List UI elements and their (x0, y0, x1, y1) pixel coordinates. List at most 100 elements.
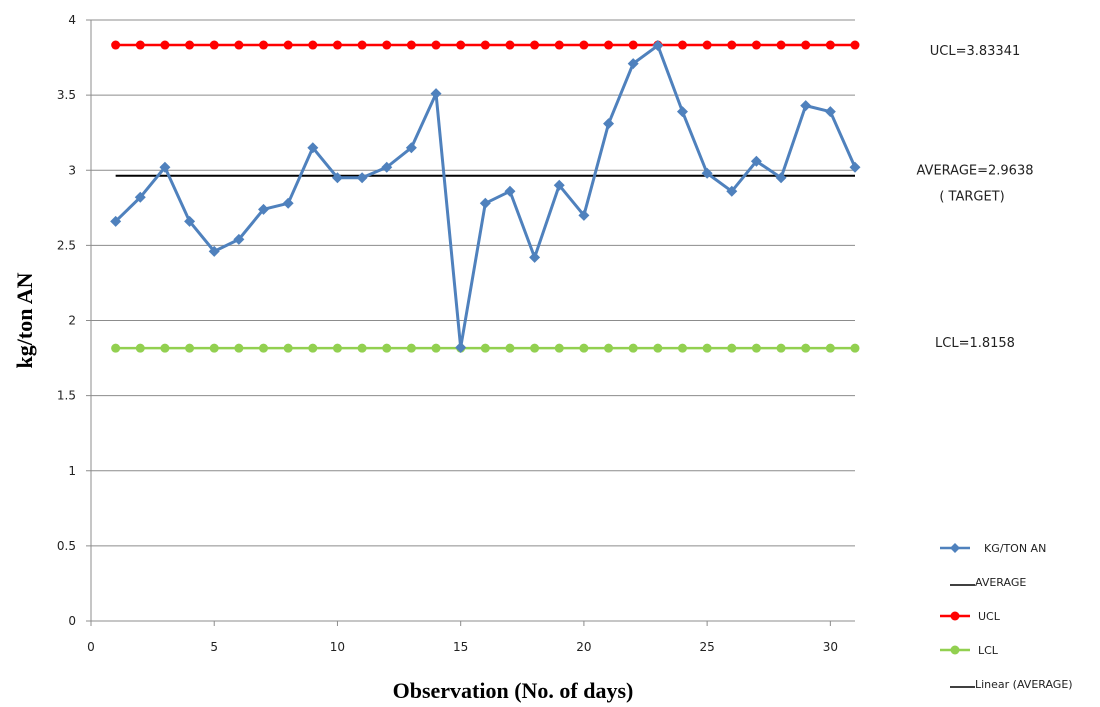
data-point (529, 251, 541, 263)
data-point (652, 40, 664, 52)
data-point (850, 40, 860, 50)
data-point (405, 142, 417, 154)
data-point (209, 40, 219, 50)
gridlines (91, 19, 855, 547)
data-point (480, 343, 490, 353)
data-point (308, 343, 318, 353)
data-point (554, 40, 564, 50)
data-point (111, 40, 121, 50)
x-axis-title: Observation (No. of days) (393, 678, 634, 703)
series-line-kg-ton-an (114, 44, 857, 350)
legend-item-ucl: UCL (940, 610, 1001, 623)
data-point (209, 343, 219, 353)
x-tick-label: 30 (823, 640, 838, 654)
data-point (356, 172, 368, 184)
series-kg-ton-an (110, 40, 861, 354)
data-point (258, 203, 270, 215)
legend-label: Linear (AVERAGE) (975, 678, 1073, 691)
ucl-annotation: UCL=3.83341 (930, 44, 1021, 59)
legend-item-kg-ton-an: KG/TON AN (940, 542, 1046, 555)
data-point (677, 343, 687, 353)
series-layer (110, 40, 861, 354)
data-point (185, 40, 195, 50)
data-point (604, 343, 614, 353)
data-point (234, 40, 244, 50)
data-point (776, 40, 786, 50)
data-point (331, 172, 343, 184)
x-tick-label: 15 (453, 640, 468, 654)
legend-label: AVERAGE (975, 576, 1026, 589)
legend-label: KG/TON AN (984, 542, 1046, 555)
data-point (579, 40, 589, 50)
series-ucl (111, 40, 860, 50)
data-point (357, 343, 367, 353)
data-point (702, 40, 712, 50)
data-point (849, 161, 861, 173)
data-point (332, 40, 342, 50)
y-tick-label: 2 (68, 314, 76, 328)
data-point (850, 343, 860, 353)
data-point (578, 209, 590, 221)
data-point (801, 40, 811, 50)
x-tick-labels: 0 5 10 15 20 25 30 (87, 640, 838, 654)
data-point (825, 343, 835, 353)
data-point (726, 185, 738, 197)
data-point (307, 142, 319, 154)
data-point (824, 106, 836, 118)
data-point (160, 40, 170, 50)
x-tick-label: 20 (576, 640, 591, 654)
legend-label: UCL (978, 610, 1001, 623)
data-point (283, 40, 293, 50)
data-point (382, 40, 392, 50)
data-point (259, 343, 269, 353)
data-point (676, 106, 688, 118)
y-tick-label: 3.5 (57, 88, 76, 102)
data-point (259, 40, 269, 50)
data-point (159, 161, 171, 173)
data-point (800, 100, 812, 112)
y-tick-label: 0.5 (57, 539, 76, 553)
legend-item-linear-average: Linear (AVERAGE) (950, 678, 1073, 691)
data-point (701, 167, 713, 179)
series-lcl (111, 343, 860, 353)
data-point (135, 40, 145, 50)
data-point (603, 118, 615, 130)
target-annotation: ( TARGET) (939, 190, 1004, 205)
data-point (110, 215, 122, 227)
data-point (184, 215, 196, 227)
legend-marker (950, 543, 960, 553)
data-point (677, 40, 687, 50)
data-point (455, 342, 467, 354)
data-point (775, 172, 787, 184)
data-point (530, 343, 540, 353)
data-point (702, 343, 712, 353)
data-point (530, 40, 540, 50)
data-point (750, 155, 762, 167)
data-point (727, 40, 737, 50)
y-tick-labels: 0 0.5 1 1.5 2 2.5 3 3.5 4 (57, 13, 76, 628)
data-point (628, 40, 638, 50)
data-point (111, 343, 121, 353)
data-point (381, 161, 393, 173)
data-point (801, 343, 811, 353)
data-point (751, 40, 761, 50)
y-tick-label: 2.5 (57, 238, 76, 252)
data-point (135, 343, 145, 353)
average-annotation: AVERAGE=2.9638 (916, 164, 1033, 179)
data-point (430, 88, 442, 100)
data-point (406, 40, 416, 50)
legend-item-lcl: LCL (940, 644, 999, 657)
x-tick-label: 5 (210, 640, 218, 654)
data-point (233, 233, 245, 245)
y-tick-label: 4 (68, 13, 76, 27)
data-point (282, 197, 294, 209)
y-tick-label: 1 (68, 464, 76, 478)
data-point (825, 40, 835, 50)
data-point (134, 191, 146, 203)
data-point (332, 343, 342, 353)
legend-label: LCL (978, 644, 999, 657)
data-point (627, 58, 639, 70)
data-point (208, 245, 220, 257)
data-point (751, 343, 761, 353)
